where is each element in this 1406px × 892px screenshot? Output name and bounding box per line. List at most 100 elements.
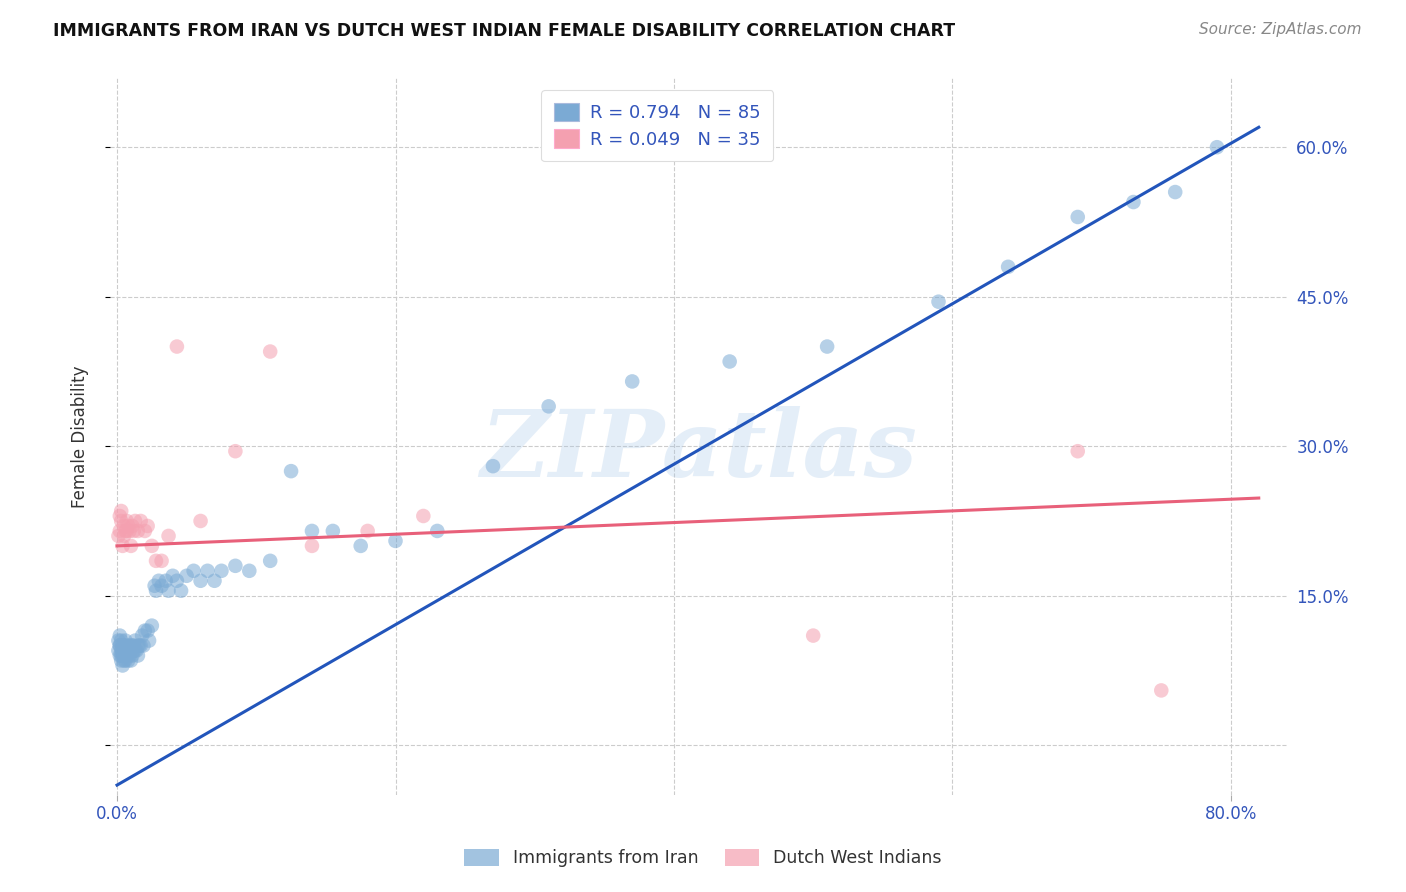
Point (112, 643, 135, 657)
Point (148, 574, 170, 588)
Point (117, 519, 139, 533)
Point (204, 574, 226, 588)
Point (134, 524, 156, 538)
Point (136, 624, 159, 638)
Point (110, 504, 132, 518)
Point (111, 643, 134, 657)
Point (111, 658, 134, 673)
Point (122, 643, 145, 657)
Point (124, 643, 146, 657)
Point (997, 260, 1019, 274)
Point (115, 648, 138, 663)
Point (134, 624, 156, 638)
Point (120, 539, 142, 553)
Point (259, 554, 281, 568)
Legend: R = 0.794   N = 85, R = 0.049   N = 35: R = 0.794 N = 85, R = 0.049 N = 35 (541, 90, 773, 161)
Point (157, 529, 180, 543)
Point (115, 643, 138, 657)
Point (117, 643, 139, 657)
Point (110, 643, 132, 657)
Point (118, 643, 141, 657)
Point (138, 633, 160, 648)
Point (120, 643, 142, 657)
Point (166, 574, 188, 588)
Point (322, 524, 344, 538)
Point (426, 524, 449, 538)
Point (108, 524, 131, 538)
Point (259, 344, 281, 359)
Point (114, 653, 136, 667)
Point (1067, 444, 1090, 458)
Text: IMMIGRANTS FROM IRAN VS DUTCH WEST INDIAN FEMALE DISABILITY CORRELATION CHART: IMMIGRANTS FROM IRAN VS DUTCH WEST INDIA… (53, 22, 956, 40)
Point (122, 524, 145, 538)
Legend: Immigrants from Iran, Dutch West Indians: Immigrants from Iran, Dutch West Indians (457, 842, 949, 874)
Point (110, 648, 132, 663)
Point (122, 639, 145, 653)
Point (107, 643, 129, 657)
Point (1067, 210, 1090, 224)
Text: ZIPatlas: ZIPatlas (479, 406, 917, 496)
Point (815, 340, 838, 354)
Point (118, 648, 141, 663)
Point (190, 574, 212, 588)
Point (301, 539, 323, 553)
Point (110, 514, 132, 528)
Point (117, 639, 139, 653)
Point (114, 524, 136, 538)
Point (145, 554, 167, 568)
Point (114, 648, 136, 663)
Point (157, 583, 180, 598)
Point (170, 583, 193, 598)
Point (131, 629, 153, 643)
Y-axis label: Female Disability: Female Disability (72, 365, 89, 508)
Point (128, 639, 150, 653)
Point (114, 643, 136, 657)
Point (150, 554, 173, 568)
Point (108, 629, 131, 643)
Point (129, 639, 152, 653)
Point (127, 524, 149, 538)
Point (111, 648, 134, 663)
Point (110, 633, 132, 648)
Point (111, 539, 134, 553)
Point (211, 564, 233, 578)
Point (112, 653, 135, 667)
Point (162, 569, 184, 583)
Point (121, 639, 143, 653)
Point (145, 583, 167, 598)
Point (190, 514, 212, 528)
Point (183, 564, 205, 578)
Point (412, 508, 434, 523)
Point (176, 569, 198, 583)
Point (114, 633, 136, 648)
Point (1122, 194, 1144, 209)
Point (143, 579, 166, 593)
Point (1206, 140, 1229, 154)
Point (118, 524, 141, 538)
Point (111, 639, 134, 653)
Point (112, 648, 135, 663)
Point (537, 400, 560, 414)
Point (132, 639, 155, 653)
Point (121, 648, 143, 663)
Point (127, 648, 149, 663)
Point (356, 524, 378, 538)
Point (141, 618, 163, 632)
Point (115, 514, 138, 528)
Point (136, 519, 159, 533)
Point (121, 519, 143, 533)
Point (718, 354, 741, 368)
Point (125, 643, 148, 657)
Point (621, 375, 644, 389)
Point (141, 539, 163, 553)
Point (124, 633, 146, 648)
Point (108, 508, 131, 523)
Point (120, 653, 142, 667)
Point (107, 633, 129, 648)
Point (129, 514, 152, 528)
Point (117, 653, 139, 667)
Point (127, 639, 149, 653)
Point (280, 464, 302, 478)
Point (112, 529, 135, 543)
Point (120, 639, 142, 653)
